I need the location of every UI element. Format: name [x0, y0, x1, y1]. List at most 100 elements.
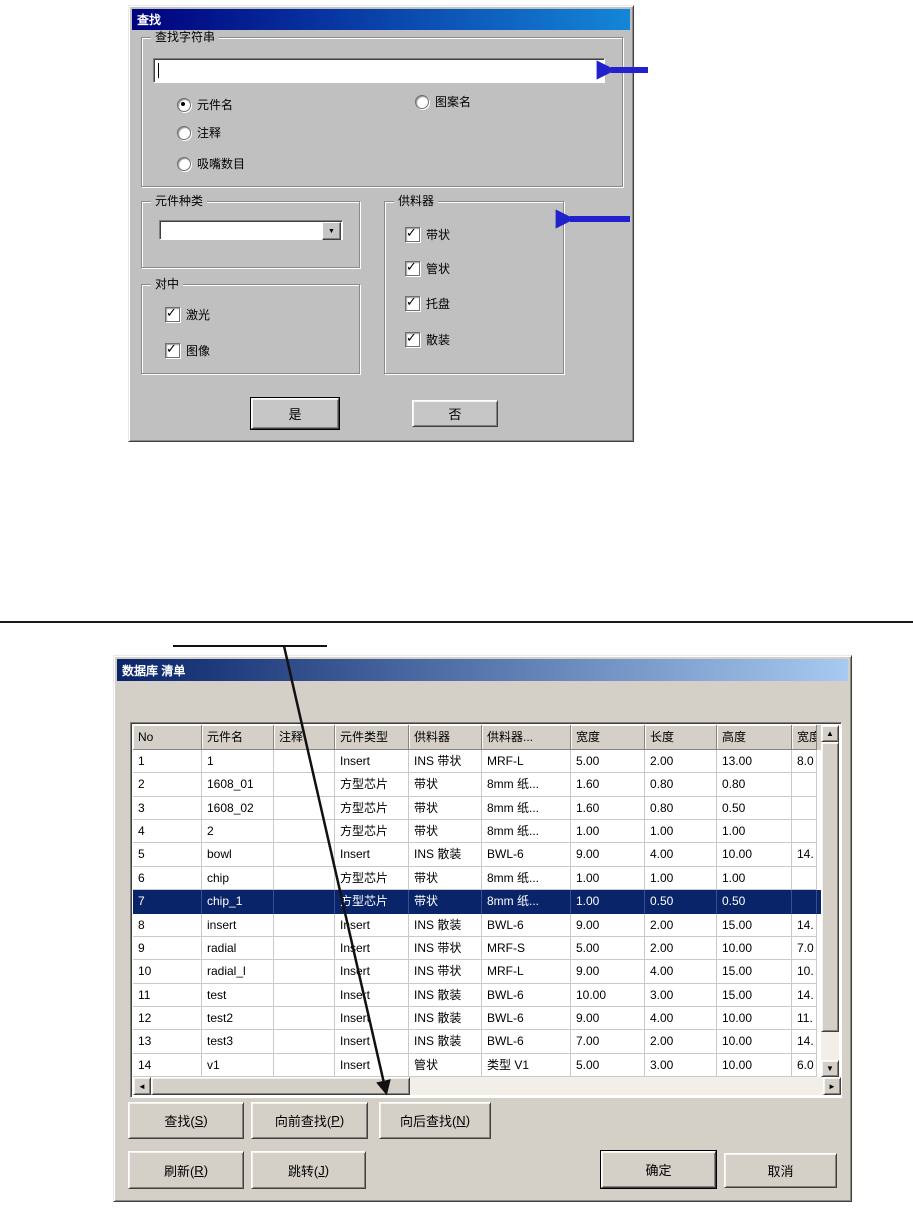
centering-group-label: 对中 — [151, 277, 184, 291]
checkbox-icon[interactable]: ✓ — [405, 330, 420, 347]
column-header[interactable]: No — [133, 725, 202, 750]
table-row[interactable]: 8 insert Insert INS 散装 BWL-6 9.00 2.00 15.00 14. — [133, 913, 823, 937]
column-header[interactable]: 元件名 — [202, 725, 274, 750]
checkbox-icon[interactable]: ✓ — [405, 259, 420, 276]
refresh-button[interactable]: 刷新(R) — [128, 1151, 244, 1189]
checkbox-label: 托盘 — [426, 297, 451, 311]
table-row[interactable]: 9 radial Insert INS 带状 MRF-S 5.00 2.00 10.00 7.0 — [133, 936, 823, 961]
radio-component-name[interactable]: 元件名 — [177, 96, 233, 113]
checkbox-tape[interactable]: ✓ 带状 — [405, 225, 450, 243]
table-row[interactable]: 13 test3 Insert INS 散装 BWL-6 7.00 2.00 10.00 14. — [133, 1030, 823, 1054]
checkbox-tube[interactable]: ✓ 管状 — [405, 259, 450, 277]
cancel-button[interactable]: 取消 — [724, 1153, 837, 1188]
table-row[interactable]: 10 radial_l Insert INS 带状 MRF-L 9.00 4.00 15.00… — [133, 960, 823, 984]
column-header[interactable]: 高度 — [717, 725, 792, 750]
table-cell: INS 带状 — [409, 936, 482, 961]
table-cell: 13 — [133, 1030, 202, 1054]
column-header[interactable]: 供料器... — [482, 725, 571, 750]
find-next-button[interactable]: 向后查找(N) — [379, 1102, 491, 1139]
checkbox-bulk[interactable]: ✓ 散装 — [405, 330, 450, 348]
table-row[interactable]: 3 1608_02 方型芯片 带状 8mm 纸... 1.60 0.80 0.50 — [133, 796, 823, 821]
ok-button[interactable]: 确定 — [601, 1151, 716, 1188]
table-cell: 15.00 — [717, 913, 792, 937]
find-previous-button[interactable]: 向前查找(P) — [251, 1102, 368, 1139]
search-button[interactable]: 查找(S) — [128, 1102, 244, 1139]
table-cell: 带状 — [409, 796, 482, 821]
column-header[interactable]: 供料器 — [409, 725, 482, 750]
vertical-scrollbar[interactable]: ▲ ▼ — [821, 725, 839, 1077]
table-row[interactable]: 2 1608_01 方型芯片 带状 8mm 纸... 1.60 0.80 0.80 — [133, 773, 823, 797]
find-dialog-titlebar[interactable]: 查找 — [132, 9, 630, 30]
combobox-dropdown-button[interactable]: ▼ — [322, 222, 341, 240]
table-cell: 5.00 — [571, 936, 645, 961]
table-cell: test3 — [202, 1030, 274, 1054]
table-cell: insert — [202, 913, 274, 937]
table-cell: 8 — [133, 913, 202, 937]
checkbox-vision[interactable]: ✓ 图像 — [165, 341, 210, 359]
yes-button[interactable]: 是 — [251, 398, 339, 429]
database-dialog-titlebar[interactable]: 数据库 清单 — [117, 659, 848, 681]
checkbox-tray[interactable]: ✓ 托盘 — [405, 294, 451, 312]
column-header[interactable]: 注释 — [274, 725, 335, 750]
horizontal-scrollbar[interactable]: ◄ ► — [133, 1077, 841, 1095]
radio-icon[interactable] — [415, 94, 429, 109]
table-cell: INS 散装 — [409, 983, 482, 1007]
search-string-input[interactable] — [153, 58, 605, 83]
table-cell: 1 — [133, 750, 202, 774]
radio-comment[interactable]: 注释 — [177, 124, 221, 141]
table-row[interactable]: 7 chip_1 方型芯片 带状 8mm 纸... 1.00 0.50 0.50 — [133, 890, 823, 914]
column-header[interactable]: 宽度 — [792, 725, 817, 750]
checkbox-laser[interactable]: ✓ 激光 — [165, 305, 210, 323]
radio-nozzle-count[interactable]: 吸嘴数目 — [177, 155, 245, 172]
radio-icon[interactable] — [177, 156, 191, 171]
scroll-right-button[interactable]: ► — [823, 1077, 841, 1095]
table-cell: 9.00 — [571, 843, 645, 867]
table-cell: 2.00 — [645, 1030, 717, 1054]
table-cell — [274, 1053, 335, 1077]
component-type-combobox[interactable]: ▼ — [159, 220, 343, 240]
radio-icon[interactable] — [177, 97, 191, 112]
table-cell: 7.0 — [792, 936, 817, 961]
feeder-group-label: 供料器 — [394, 194, 439, 208]
table-cell: test — [202, 983, 274, 1007]
table-cell: 14. — [792, 843, 817, 867]
column-header[interactable]: 长度 — [645, 725, 717, 750]
table-row[interactable]: 14 v1 Insert 管状 类型 V1 5.00 3.00 10.00 6.0 — [133, 1053, 823, 1077]
vertical-scrollbar-thumb[interactable] — [821, 742, 839, 1032]
table-cell: BWL-6 — [482, 913, 571, 937]
table-cell: bowl — [202, 843, 274, 867]
table-row[interactable]: 6 chip 方型芯片 带状 8mm 纸... 1.00 1.00 1.00 — [133, 866, 823, 891]
checkmark-icon: ✓ — [406, 330, 417, 345]
checkbox-icon[interactable]: ✓ — [405, 294, 420, 311]
column-header[interactable]: 宽度 — [571, 725, 645, 750]
table-cell: INS 散装 — [409, 913, 482, 937]
table-cell: 10.00 — [717, 843, 792, 867]
table-cell: 2 — [202, 820, 274, 844]
checkmark-icon: ✓ — [406, 225, 417, 240]
table-row[interactable]: 5 bowl Insert INS 散装 BWL-6 9.00 4.00 10.00 14. — [133, 843, 823, 867]
table-cell: 4.00 — [645, 843, 717, 867]
table-row[interactable]: 4 2 方型芯片 带状 8mm 纸... 1.00 1.00 1.00 — [133, 820, 823, 844]
checkbox-icon[interactable]: ✓ — [165, 341, 180, 358]
column-header[interactable]: 元件类型 — [335, 725, 409, 750]
table-cell: 1 — [202, 750, 274, 774]
table-row[interactable]: 1 1 Insert INS 带状 MRF-L 5.00 2.00 13.00 8.0 — [133, 750, 823, 774]
radio-icon[interactable] — [177, 125, 191, 140]
scroll-left-button[interactable]: ◄ — [133, 1077, 151, 1095]
jump-button[interactable]: 跳转(J) — [251, 1151, 366, 1189]
table-cell: 方型芯片 — [335, 890, 409, 914]
scroll-up-button[interactable]: ▲ — [821, 725, 839, 742]
no-button[interactable]: 否 — [412, 400, 498, 427]
checkbox-icon[interactable]: ✓ — [165, 305, 180, 322]
radio-label: 元件名 — [197, 98, 234, 112]
table-row[interactable]: 12 test2 Insert INS 散装 BWL-6 9.00 4.00 10.00 11. — [133, 1006, 823, 1031]
scroll-down-button[interactable]: ▼ — [821, 1060, 839, 1077]
button-text: ) — [324, 1162, 330, 1178]
search-string-group: 查找字符串 — [141, 30, 623, 187]
radio-pattern-name[interactable]: 图案名 — [415, 93, 471, 110]
checkbox-icon[interactable]: ✓ — [405, 225, 420, 242]
table-row[interactable]: 11 test Insert INS 散装 BWL-6 10.00 3.00 15.00 14. — [133, 983, 823, 1007]
radio-label: 注释 — [197, 126, 222, 140]
horizontal-scrollbar-thumb[interactable] — [151, 1077, 410, 1095]
